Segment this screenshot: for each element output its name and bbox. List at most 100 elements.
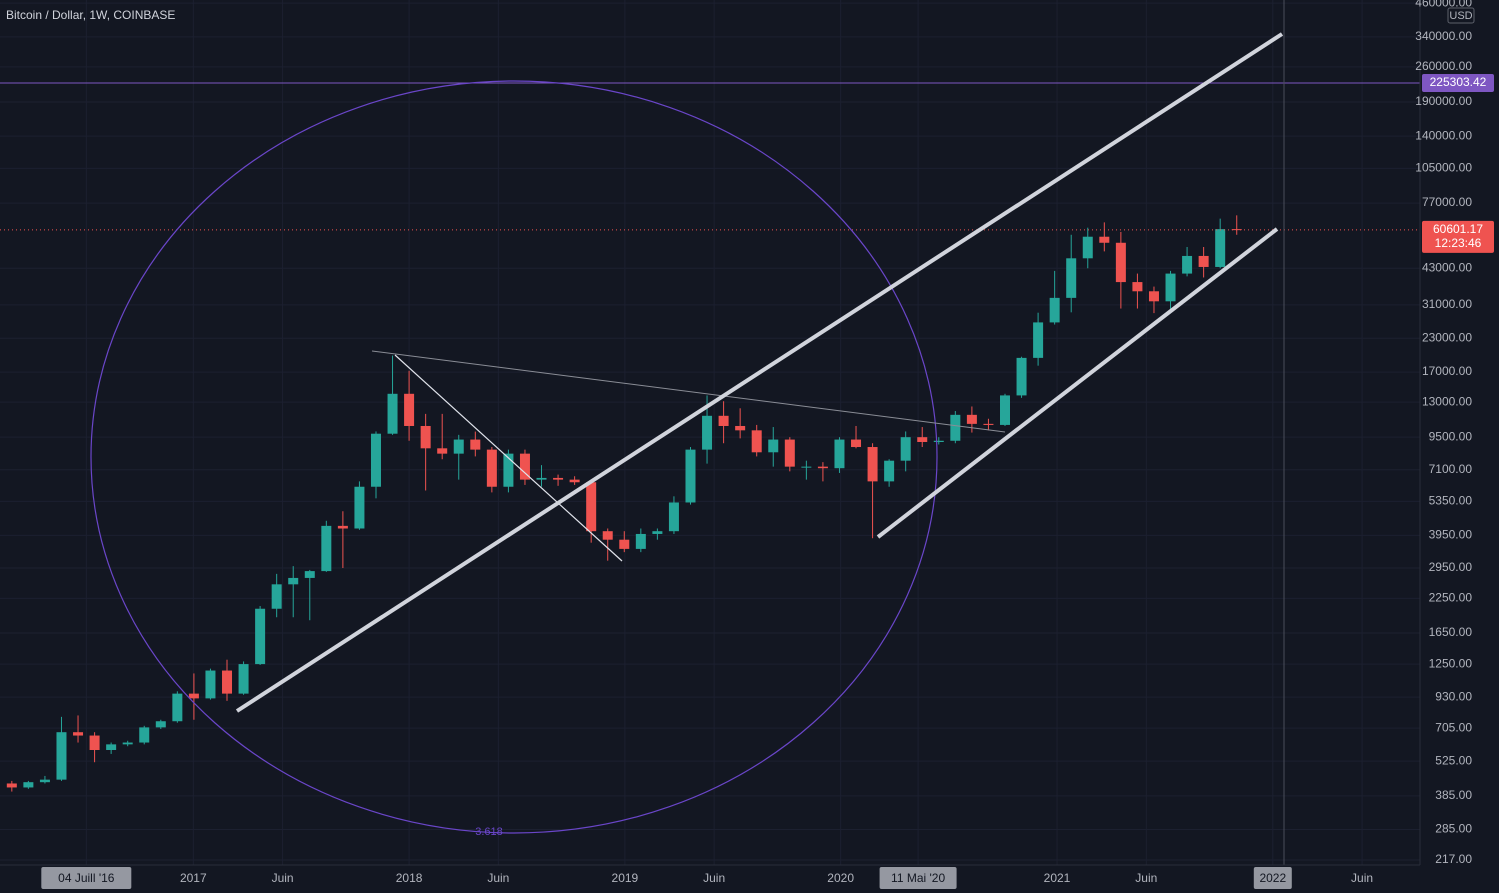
- candle-body: [1066, 258, 1077, 298]
- y-tick-label: 23000.00: [1422, 330, 1472, 344]
- x-tick-label: Juin: [1135, 871, 1157, 885]
- candle-body: [1165, 273, 1176, 302]
- candle-body: [751, 430, 762, 453]
- candle-body: [321, 525, 332, 572]
- candle-body: [155, 721, 166, 728]
- x-tick-label: 2022: [1259, 871, 1286, 885]
- candle-body: [56, 732, 67, 780]
- candle-body: [106, 744, 117, 750]
- candle-body: [635, 533, 646, 549]
- candle-body: [1099, 236, 1110, 243]
- price-label-box: [1422, 73, 1494, 92]
- y-tick-label: 340000.00: [1415, 29, 1472, 43]
- y-tick-label: 1650.00: [1429, 625, 1473, 639]
- y-tick-label: 5350.00: [1429, 494, 1473, 508]
- channel-line: [876, 227, 1279, 539]
- candle-body: [337, 525, 348, 529]
- candle-body: [784, 439, 795, 467]
- candle-body: [652, 531, 663, 534]
- candle-body: [1132, 282, 1143, 292]
- candle-body: [271, 584, 282, 609]
- y-tick-label: 217.00: [1435, 852, 1472, 866]
- candle-body: [437, 448, 448, 454]
- y-tick-label: 77000.00: [1422, 195, 1472, 209]
- y-tick-label: 9500.00: [1429, 429, 1473, 443]
- currency: USD: [1449, 10, 1472, 22]
- candle-body: [900, 437, 911, 461]
- candle-body: [834, 439, 845, 469]
- x-tick-label: 2020: [827, 871, 854, 885]
- candle-body: [950, 414, 961, 441]
- candle-body: [172, 693, 183, 722]
- currency-box: [1447, 7, 1475, 24]
- y-tick-label: 1250.00: [1429, 656, 1473, 670]
- candle-body: [668, 502, 679, 532]
- candle-body: [486, 449, 497, 487]
- candle-body: [122, 742, 133, 745]
- candle-body: [735, 425, 746, 431]
- candle-body: [702, 415, 713, 450]
- circle-label: 3.618: [475, 826, 503, 838]
- channel-line: [235, 32, 1284, 713]
- y-tick-label: 930.00: [1435, 689, 1472, 703]
- chart-title: Bitcoin / Dollar, 1W, COINBASE: [6, 8, 175, 22]
- candle-body: [1049, 297, 1060, 323]
- candle-body: [39, 779, 50, 783]
- candle-body: [1016, 357, 1027, 396]
- y-tick-label: 525.00: [1435, 753, 1472, 767]
- y-tick-label: 3950.00: [1429, 528, 1473, 542]
- candle-body: [205, 670, 216, 699]
- candle-body: [884, 460, 895, 482]
- y-tick-label: 140000.00: [1415, 128, 1472, 142]
- last-price-label: 60601.17: [1433, 222, 1483, 236]
- x-tick-label: 2018: [396, 871, 423, 885]
- y-tick-label: 17000.00: [1422, 364, 1472, 378]
- candle-body: [1115, 242, 1126, 283]
- y-tick-label: 31000.00: [1422, 297, 1472, 311]
- candle-body: [917, 437, 928, 442]
- candle-body: [999, 395, 1010, 425]
- y-tick-label: 13000.00: [1422, 394, 1472, 408]
- x-tick-highlight: [41, 867, 132, 889]
- candle-body: [89, 735, 100, 750]
- overlay: 460000.00 340000.00 260000.00 190000.00 1400…: [41, 0, 1494, 889]
- candle-body: [983, 423, 994, 425]
- y-tick-label: 285.00: [1435, 822, 1472, 836]
- y-tick-label: 7100.00: [1429, 462, 1473, 476]
- candle-body: [6, 783, 17, 788]
- candle-body: [685, 449, 696, 503]
- candle-body: [304, 571, 315, 578]
- candle-body: [222, 670, 233, 694]
- candle-body: [718, 415, 729, 426]
- candle-body: [851, 439, 862, 448]
- candle-body: [569, 479, 580, 483]
- y-tick-label: 190000.00: [1415, 94, 1472, 108]
- candle-body: [1033, 322, 1044, 358]
- candle-body: [1182, 255, 1193, 274]
- candle-body: [255, 608, 266, 665]
- candle-body: [470, 439, 481, 450]
- candle-body: [354, 486, 365, 529]
- candle-body: [1198, 255, 1209, 267]
- x-tick-label: 2021: [1044, 871, 1071, 885]
- price-label: 225303.42: [1430, 75, 1487, 89]
- countdown: 12:23:46: [1435, 236, 1482, 250]
- candle-body: [387, 393, 398, 434]
- y-tick-label: 105000.00: [1415, 161, 1472, 175]
- y-tick-label: 260000.00: [1415, 59, 1472, 73]
- candle-body: [602, 531, 613, 540]
- x-tick-highlight: [879, 867, 957, 889]
- candle-body: [188, 693, 199, 699]
- candle-body: [370, 433, 381, 487]
- candle-body: [768, 439, 779, 453]
- y-tick-label: 43000.00: [1422, 260, 1472, 274]
- y-tick-label: 2950.00: [1429, 560, 1473, 574]
- candle-body: [453, 439, 464, 454]
- candle-body: [553, 477, 564, 480]
- x-tick-label: 04 Juill '16: [58, 871, 115, 885]
- x-tick-label: 2019: [612, 871, 639, 885]
- plot-area: [0, 0, 1420, 865]
- y-tick-label: 385.00: [1435, 788, 1472, 802]
- x-tick-label: 11 Mai '20: [891, 871, 945, 885]
